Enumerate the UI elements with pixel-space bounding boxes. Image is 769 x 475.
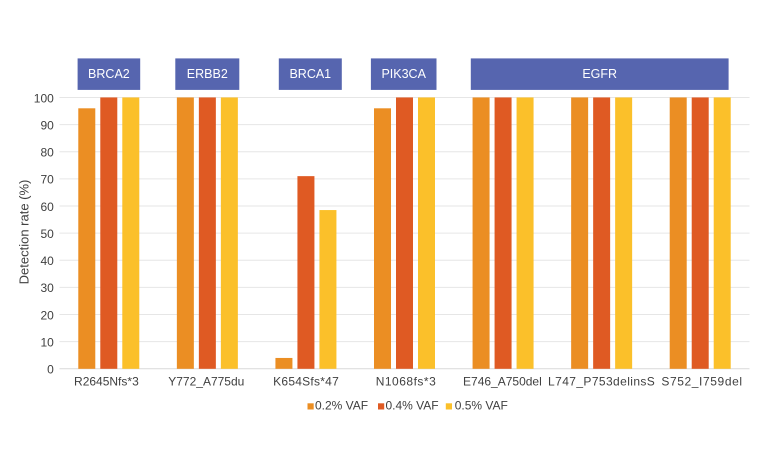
svg-text:70: 70 bbox=[40, 173, 54, 187]
svg-text:20: 20 bbox=[40, 308, 54, 322]
svg-text:EGFR: EGFR bbox=[582, 67, 617, 81]
svg-text:S752_I759del: S752_I759del bbox=[661, 374, 742, 388]
svg-text:50: 50 bbox=[40, 227, 54, 241]
svg-text:Detection rate (%): Detection rate (%) bbox=[17, 180, 32, 285]
svg-text:N1068fs*3: N1068fs*3 bbox=[376, 374, 437, 388]
svg-text:Y772_A775du: Y772_A775du bbox=[168, 374, 244, 388]
svg-text:0.5% VAF: 0.5% VAF bbox=[455, 399, 508, 413]
svg-text:L747_P753delinsS: L747_P753delinsS bbox=[548, 374, 655, 388]
svg-text:30: 30 bbox=[40, 281, 54, 295]
svg-text:0.4% VAF: 0.4% VAF bbox=[386, 399, 439, 413]
svg-text:0.2% VAF: 0.2% VAF bbox=[315, 399, 368, 413]
svg-text:BRCA1: BRCA1 bbox=[289, 67, 331, 81]
svg-text:40: 40 bbox=[40, 254, 54, 268]
svg-text:PIK3CA: PIK3CA bbox=[381, 67, 426, 81]
svg-text:ERBB2: ERBB2 bbox=[187, 67, 228, 81]
svg-text:10: 10 bbox=[40, 335, 54, 349]
svg-text:E746_A750del: E746_A750del bbox=[463, 374, 542, 388]
svg-text:BRCA2: BRCA2 bbox=[88, 67, 130, 81]
svg-text:0: 0 bbox=[47, 363, 54, 377]
svg-text:K654Sfs*47: K654Sfs*47 bbox=[273, 374, 339, 388]
svg-text:80: 80 bbox=[40, 146, 54, 160]
svg-text:60: 60 bbox=[40, 200, 54, 214]
svg-text:100: 100 bbox=[34, 91, 54, 105]
svg-text:R2645Nfs*3: R2645Nfs*3 bbox=[74, 374, 139, 388]
svg-text:90: 90 bbox=[40, 118, 54, 132]
